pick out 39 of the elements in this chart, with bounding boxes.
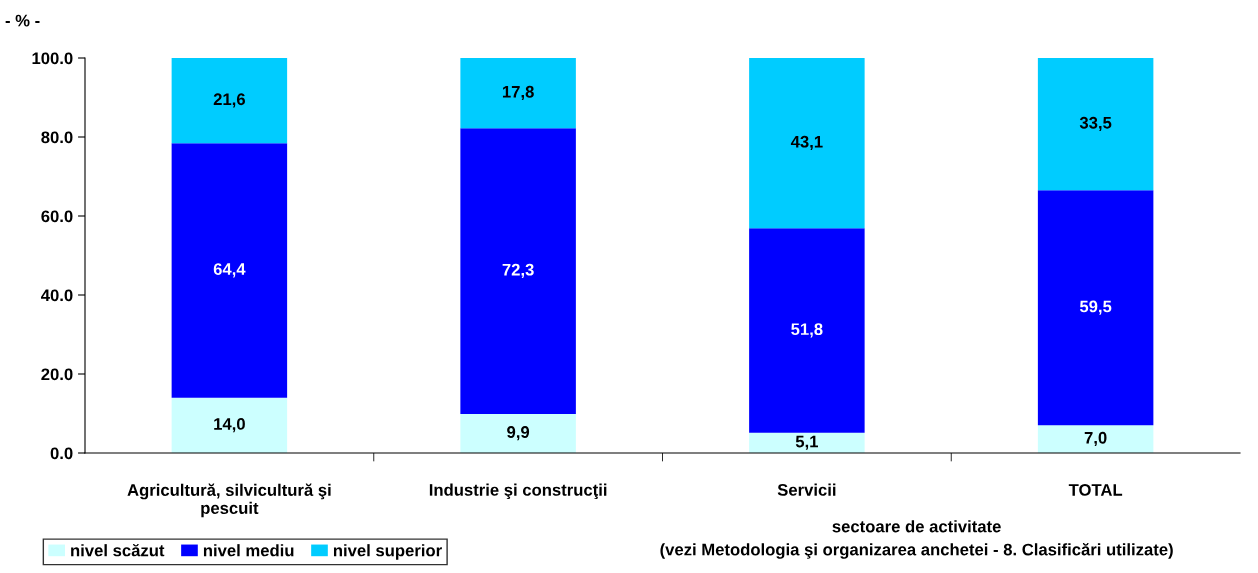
data-label: 14,0 — [214, 418, 245, 433]
legend-label: nivel superior — [333, 544, 442, 560]
bar — [460, 58, 576, 129]
bar — [749, 228, 865, 433]
bar — [171, 143, 288, 398]
data-label: 33,5 — [1079, 116, 1112, 132]
bar — [460, 413, 576, 453]
x-tick-label: Servicii — [777, 483, 836, 496]
bar — [749, 432, 865, 453]
bar — [749, 58, 865, 229]
data-label: 43,1 — [790, 135, 823, 151]
y-tick-label: 100.0 — [32, 52, 73, 65]
legend-label: nivel mediu — [203, 544, 294, 557]
y-axis-title: - % - — [5, 14, 40, 27]
bar — [171, 58, 288, 144]
y-tick-label: 0.0 — [50, 447, 73, 460]
data-label: 17,8 — [502, 85, 534, 101]
bar — [1037, 425, 1154, 453]
data-label: 21,6 — [213, 93, 245, 108]
x-tick-label: Agricultură, silvicultură şi pescuit — [127, 483, 331, 518]
bar — [171, 397, 288, 453]
data-label: 72,3 — [502, 263, 534, 278]
data-label: 64,4 — [213, 263, 246, 278]
y-tick-label: 80.0 — [41, 131, 73, 144]
x-tick-label: Industrie şi construcţii — [429, 483, 607, 500]
bar — [1037, 58, 1154, 191]
bar — [460, 128, 576, 414]
legend-label: nivel scăzut — [71, 543, 165, 557]
y-tick-label: 60.0 — [41, 210, 73, 223]
x-tick-label: TOTAL — [1068, 484, 1123, 496]
x-axis-title: sectoare de activitate (vezi Metodologia şi organizarea anchetei - 8. Clasificări utilizate) — [660, 520, 1173, 559]
y-tick-label: 40.0 — [41, 289, 73, 302]
data-label: 7,0 — [1084, 431, 1107, 447]
data-label: 9,9 — [507, 426, 530, 441]
data-label: 5,1 — [795, 435, 818, 450]
y-tick-label: 20.0 — [41, 368, 73, 381]
data-label: 59,5 — [1079, 300, 1112, 315]
bar — [1037, 190, 1154, 426]
data-label: 51,8 — [791, 323, 823, 338]
